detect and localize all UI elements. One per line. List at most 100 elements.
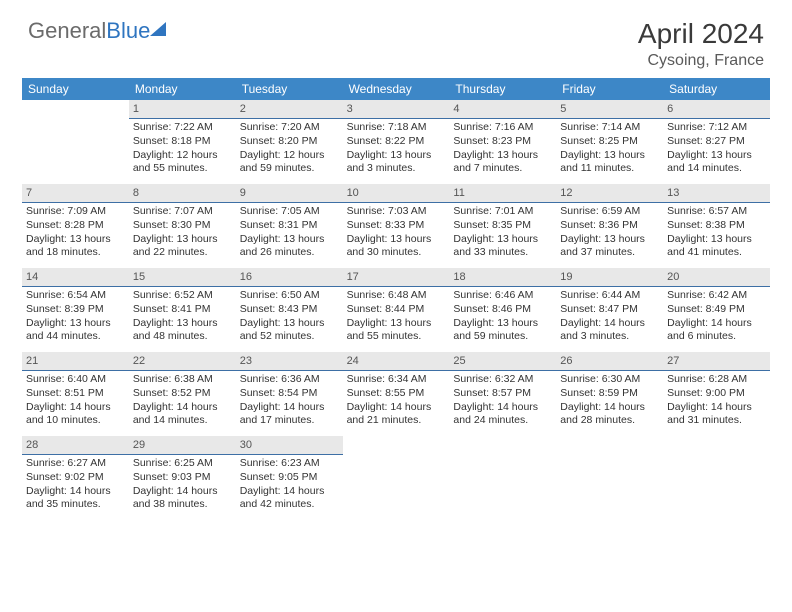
day-number: 6 [663,100,770,119]
daylight-text: and 3 minutes. [347,162,446,176]
day-body: Sunrise: 6:34 AMSunset: 8:55 PMDaylight:… [343,371,450,434]
sunset-text: Sunset: 8:57 PM [453,387,552,401]
day-cell: 29 Sunrise: 6:25 AMSunset: 9:03 PMDayligh… [129,436,236,520]
day-cell: 4Sunrise: 7:16 AMSunset: 8:23 PMDaylight… [449,100,556,184]
day-cell [663,436,770,520]
daylight-text: Daylight: 13 hours [26,233,125,247]
sunset-text: Sunset: 8:35 PM [453,219,552,233]
day-body: Sunrise: 6:59 AMSunset: 8:36 PMDaylight:… [556,203,663,266]
daylight-text: and 18 minutes. [26,246,125,260]
day-number: 26 [556,352,663,371]
day-number: 20 [663,268,770,287]
day-cell: 25Sunrise: 6:32 AMSunset: 8:57 PMDayligh… [449,352,556,436]
day-number: 1 [129,100,236,119]
day-body: Sunrise: 6:42 AMSunset: 8:49 PMDaylight:… [663,287,770,350]
sunrise-text: Sunrise: 6:52 AM [133,289,232,303]
day-body: Sunrise: 6:27 AMSunset: 9:02 PMDaylight:… [22,455,129,518]
sunrise-text: Sunrise: 6:27 AM [26,457,125,471]
day-cell: 13Sunrise: 6:57 AMSunset: 8:38 PMDayligh… [663,184,770,268]
weekday-header-row: Sunday Monday Tuesday Wednesday Thursday… [22,78,770,100]
location-label: Cysoing, France [638,52,764,70]
daylight-text: and 38 minutes. [133,498,232,512]
day-cell: 10Sunrise: 7:03 AMSunset: 8:33 PMDayligh… [343,184,450,268]
daylight-text: Daylight: 14 hours [560,317,659,331]
day-cell [343,436,450,520]
daylight-text: Daylight: 13 hours [26,317,125,331]
day-number: 12 [556,184,663,203]
daylight-text: and 59 minutes. [453,330,552,344]
sunset-text: Sunset: 8:46 PM [453,303,552,317]
day-number: 21 [22,352,129,371]
weekday-header: Thursday [449,78,556,100]
daylight-text: and 37 minutes. [560,246,659,260]
sunrise-text: Sunrise: 6:34 AM [347,373,446,387]
day-cell: 9Sunrise: 7:05 AMSunset: 8:31 PMDaylight… [236,184,343,268]
sunrise-text: Sunrise: 7:09 AM [26,205,125,219]
sunrise-text: Sunrise: 7:18 AM [347,121,446,135]
sunrise-text: Sunrise: 7:22 AM [133,121,232,135]
sunset-text: Sunset: 8:44 PM [347,303,446,317]
daylight-text: Daylight: 13 hours [453,233,552,247]
day-cell: 14Sunrise: 6:54 AMSunset: 8:39 PMDayligh… [22,268,129,352]
day-body: Sunrise: 7:09 AMSunset: 8:28 PMDaylight:… [22,203,129,266]
sunset-text: Sunset: 8:43 PM [240,303,339,317]
daylight-text: and 14 minutes. [667,162,766,176]
weekday-header: Friday [556,78,663,100]
daylight-text: and 31 minutes. [667,414,766,428]
week-row: 7Sunrise: 7:09 AMSunset: 8:28 PMDaylight… [22,184,770,268]
daylight-text: and 22 minutes. [133,246,232,260]
weekday-header: Wednesday [343,78,450,100]
day-cell: 22Sunrise: 6:38 AMSunset: 8:52 PMDayligh… [129,352,236,436]
weekday-header: Sunday [22,78,129,100]
sunrise-text: Sunrise: 6:48 AM [347,289,446,303]
day-cell [556,436,663,520]
daylight-text: Daylight: 13 hours [240,233,339,247]
daylight-text: and 28 minutes. [560,414,659,428]
day-body: Sunrise: 6:50 AMSunset: 8:43 PMDaylight:… [236,287,343,350]
daylight-text: and 55 minutes. [347,330,446,344]
day-body: Sunrise: 7:03 AMSunset: 8:33 PMDaylight:… [343,203,450,266]
sunset-text: Sunset: 8:55 PM [347,387,446,401]
sunrise-text: Sunrise: 6:28 AM [667,373,766,387]
daylight-text: and 26 minutes. [240,246,339,260]
sail-icon [150,22,166,36]
daylight-text: Daylight: 14 hours [240,401,339,415]
day-body: Sunrise: 6:38 AMSunset: 8:52 PMDaylight:… [129,371,236,434]
sunset-text: Sunset: 8:18 PM [133,135,232,149]
daylight-text: Daylight: 13 hours [560,149,659,163]
day-body: Sunrise: 7:18 AMSunset: 8:22 PMDaylight:… [343,119,450,182]
daylight-text: and 33 minutes. [453,246,552,260]
day-body: Sunrise: 6:48 AMSunset: 8:44 PMDaylight:… [343,287,450,350]
sunset-text: Sunset: 8:54 PM [240,387,339,401]
day-number: 10 [343,184,450,203]
day-body: Sunrise: 7:01 AMSunset: 8:35 PMDaylight:… [449,203,556,266]
sunrise-text: Sunrise: 7:07 AM [133,205,232,219]
day-number: 29 [129,436,236,455]
daylight-text: Daylight: 14 hours [133,485,232,499]
day-cell [22,100,129,184]
sunset-text: Sunset: 9:00 PM [667,387,766,401]
day-cell: 24Sunrise: 6:34 AMSunset: 8:55 PMDayligh… [343,352,450,436]
sunrise-text: Sunrise: 6:25 AM [133,457,232,471]
daylight-text: and 3 minutes. [560,330,659,344]
day-number: 25 [449,352,556,371]
daylight-text: Daylight: 13 hours [133,233,232,247]
day-number: 17 [343,268,450,287]
day-body: Sunrise: 6:52 AMSunset: 8:41 PMDaylight:… [129,287,236,350]
sunset-text: Sunset: 9:03 PM [133,471,232,485]
day-body: Sunrise: 7:20 AMSunset: 8:20 PMDaylight:… [236,119,343,182]
day-number: 5 [556,100,663,119]
day-body: Sunrise: 7:16 AMSunset: 8:23 PMDaylight:… [449,119,556,182]
sunset-text: Sunset: 9:05 PM [240,471,339,485]
sunrise-text: Sunrise: 6:50 AM [240,289,339,303]
day-body: Sunrise: 7:07 AMSunset: 8:30 PMDaylight:… [129,203,236,266]
sunrise-text: Sunrise: 7:14 AM [560,121,659,135]
day-cell: 1Sunrise: 7:22 AMSunset: 8:18 PMDaylight… [129,100,236,184]
day-cell: 7Sunrise: 7:09 AMSunset: 8:28 PMDaylight… [22,184,129,268]
daylight-text: Daylight: 14 hours [240,485,339,499]
day-body: Sunrise: 6:28 AMSunset: 9:00 PMDaylight:… [663,371,770,434]
daylight-text: and 55 minutes. [133,162,232,176]
sunrise-text: Sunrise: 6:42 AM [667,289,766,303]
day-cell: 16Sunrise: 6:50 AMSunset: 8:43 PMDayligh… [236,268,343,352]
daylight-text: and 14 minutes. [133,414,232,428]
